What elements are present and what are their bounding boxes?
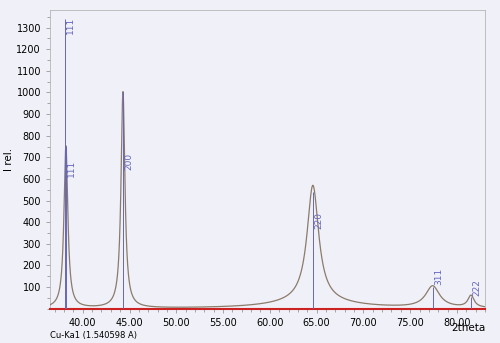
Y-axis label: I rel.: I rel. <box>4 148 14 171</box>
Text: 311: 311 <box>434 268 443 285</box>
Text: 220: 220 <box>314 212 324 229</box>
Text: 222: 222 <box>472 279 482 296</box>
Text: 200: 200 <box>124 153 134 170</box>
Text: Cu-Ka1 (1.540598 A): Cu-Ka1 (1.540598 A) <box>50 331 137 340</box>
Text: 111: 111 <box>68 159 76 177</box>
Text: 2theta: 2theta <box>451 323 485 333</box>
Text: 111: 111 <box>66 17 76 34</box>
